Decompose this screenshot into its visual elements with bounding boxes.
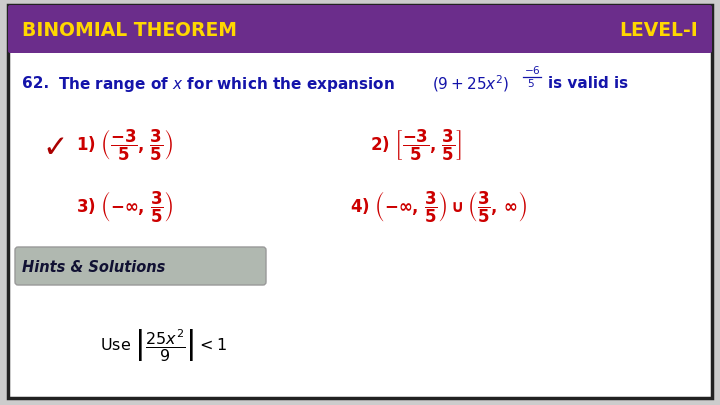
Text: 62.: 62. xyxy=(22,77,49,92)
Text: $(9 + 25x^2)$: $(9 + 25x^2)$ xyxy=(432,74,509,94)
Text: $\mathbf{2)\ \left[\dfrac{-3}{5},\, \dfrac{3}{5}\right]}$: $\mathbf{2)\ \left[\dfrac{-3}{5},\, \dfr… xyxy=(370,128,462,162)
Text: $\mathbf{4)\ \left(-\infty,\, \dfrac{3}{5}\right) \cup \left(\dfrac{3}{5},\, \in: $\mathbf{4)\ \left(-\infty,\, \dfrac{3}{… xyxy=(350,190,527,225)
FancyBboxPatch shape xyxy=(8,5,712,53)
Text: BINOMIAL THEOREM: BINOMIAL THEOREM xyxy=(22,21,237,40)
Text: $-6$: $-6$ xyxy=(524,64,541,76)
Text: LEVEL-I: LEVEL-I xyxy=(619,21,698,40)
Text: Use $\left|\dfrac{25x^2}{9}\right| < 1$: Use $\left|\dfrac{25x^2}{9}\right| < 1$ xyxy=(100,328,227,364)
Text: The range of $x$ for which the expansion: The range of $x$ for which the expansion xyxy=(58,75,395,94)
Text: ✓: ✓ xyxy=(42,134,68,164)
Text: Hints & Solutions: Hints & Solutions xyxy=(22,260,166,275)
Text: $\mathbf{3)\ \left(-\infty,\, \dfrac{3}{5}\right)}$: $\mathbf{3)\ \left(-\infty,\, \dfrac{3}{… xyxy=(76,190,174,225)
Text: $\mathbf{1)\ \left(\dfrac{-3}{5},\, \dfrac{3}{5}\right)}$: $\mathbf{1)\ \left(\dfrac{-3}{5},\, \dfr… xyxy=(76,128,174,162)
FancyBboxPatch shape xyxy=(8,5,712,398)
FancyBboxPatch shape xyxy=(15,247,266,285)
Text: is valid is: is valid is xyxy=(548,77,628,92)
Text: $5$: $5$ xyxy=(527,77,535,89)
